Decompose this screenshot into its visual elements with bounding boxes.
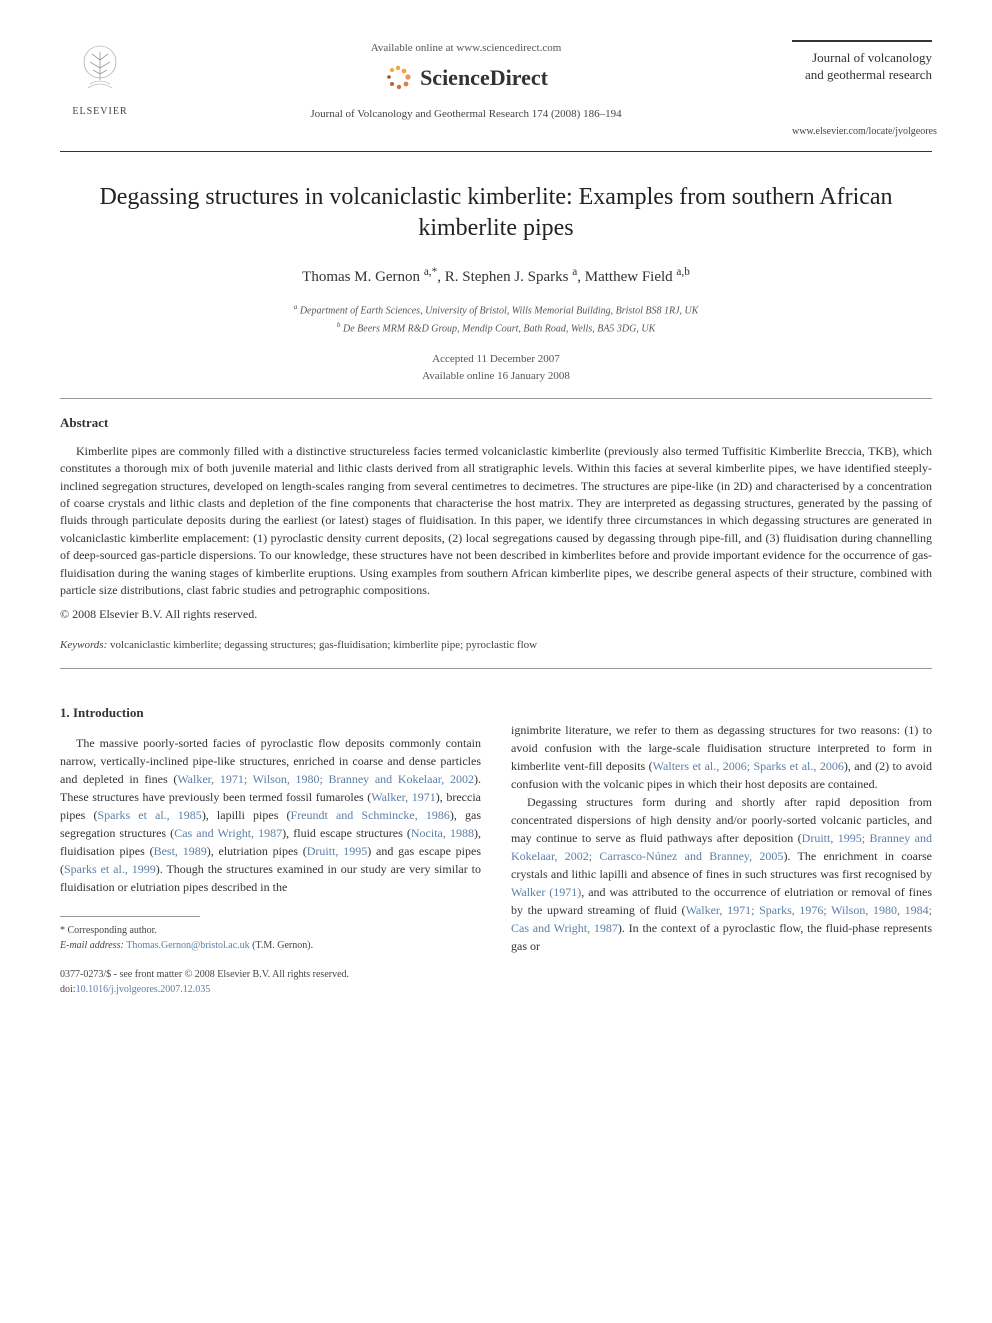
keywords-line: Keywords: volcaniclastic kimberlite; deg…: [60, 637, 932, 654]
left-column: 1. Introduction The massive poorly-sorte…: [60, 679, 481, 998]
journal-info-box: Journal of volcanology and geothermal re…: [792, 40, 932, 139]
sciencedirect-label: ScienceDirect: [420, 61, 548, 94]
online-date: Available online 16 January 2008: [422, 370, 570, 382]
author-2: , R. Stephen J. Sparks: [437, 269, 572, 285]
sciencedirect-swirl-icon: [384, 62, 414, 92]
doi-label: doi:: [60, 984, 76, 995]
elsevier-tree-icon: [70, 40, 130, 100]
citation-link[interactable]: Walker (1971): [511, 885, 581, 899]
front-matter-line: 0377-0273/$ - see front matter © 2008 El…: [60, 969, 349, 980]
text: ), elutriation pipes (: [207, 844, 307, 858]
citation-link[interactable]: Best, 1989: [154, 844, 207, 858]
affiliation-a: Department of Earth Sciences, University…: [300, 305, 699, 316]
doi-block: 0377-0273/$ - see front matter © 2008 El…: [60, 967, 481, 997]
sciencedirect-logo: ScienceDirect: [140, 61, 792, 94]
divider: [60, 668, 932, 669]
citation-link[interactable]: Sparks et al., 1985: [97, 808, 201, 822]
footnote-divider: [60, 916, 200, 917]
citation-link[interactable]: Cas and Wright, 1987: [174, 826, 282, 840]
text: ), lapilli pipes (: [202, 808, 291, 822]
affiliations: a Department of Earth Sciences, Universi…: [60, 301, 932, 338]
intro-para-1: The massive poorly-sorted facies of pyro…: [60, 734, 481, 896]
author-3: , Matthew Field: [577, 269, 676, 285]
abstract-body: Kimberlite pipes are commonly filled wit…: [60, 443, 932, 600]
journal-citation: Journal of Volcanology and Geothermal Re…: [140, 106, 792, 123]
body-columns: 1. Introduction The massive poorly-sorte…: [60, 679, 932, 998]
available-online-text: Available online at www.sciencedirect.co…: [140, 40, 792, 57]
section-1-heading: 1. Introduction: [60, 703, 481, 723]
email-link[interactable]: Thomas.Gernon@bristol.ac.uk: [126, 940, 249, 951]
copyright-line: © 2008 Elsevier B.V. All rights reserved…: [60, 605, 932, 623]
divider: [60, 398, 932, 399]
keywords-label: Keywords:: [60, 639, 107, 651]
journal-header: ELSEVIER Available online at www.science…: [60, 40, 932, 152]
doi-link[interactable]: 10.1016/j.jvolgeores.2007.12.035: [76, 984, 211, 995]
article-dates: Accepted 11 December 2007 Available onli…: [60, 351, 932, 384]
citation-link[interactable]: Druitt, 1995: [307, 844, 367, 858]
author-3-affil: a,b: [676, 266, 689, 278]
center-header: Available online at www.sciencedirect.co…: [140, 40, 792, 122]
intro-para-2: Degassing structures form during and sho…: [511, 793, 932, 955]
elsevier-logo: ELSEVIER: [60, 40, 140, 119]
accepted-date: Accepted 11 December 2007: [432, 353, 560, 365]
author-1-affil: a,: [424, 266, 432, 278]
elsevier-label: ELSEVIER: [72, 104, 127, 119]
citation-link[interactable]: Freundt and Schmincke, 1986: [291, 808, 450, 822]
article-title: Degassing structures in volcaniclastic k…: [60, 182, 932, 244]
email-label: E-mail address:: [60, 940, 126, 951]
keywords-text: volcaniclastic kimberlite; degassing str…: [107, 639, 537, 651]
citation-link[interactable]: Walters et al., 2006; Sparks et al., 200…: [653, 759, 844, 773]
journal-url: www.elsevier.com/locate/jvolgeores: [792, 124, 932, 139]
right-column: ignimbrite literature, we refer to them …: [511, 679, 932, 998]
authors-line: Thomas M. Gernon a,*, R. Stephen J. Spar…: [60, 264, 932, 289]
corresponding-author: * Corresponding author.: [60, 925, 157, 936]
abstract-heading: Abstract: [60, 413, 932, 433]
citation-link[interactable]: Nocita, 1988: [411, 826, 474, 840]
footnote-block: * Corresponding author. E-mail address: …: [60, 923, 481, 953]
citation-link[interactable]: Walker, 1971: [371, 790, 435, 804]
citation-link[interactable]: Walker, 1971; Wilson, 1980; Branney and …: [177, 772, 474, 786]
journal-name: Journal of volcanology and geothermal re…: [792, 40, 932, 84]
text: ), fluid escape structures (: [282, 826, 411, 840]
affiliation-b: De Beers MRM R&D Group, Mendip Court, Ba…: [343, 323, 655, 334]
author-1: Thomas M. Gernon: [302, 269, 424, 285]
intro-para-1-cont: ignimbrite literature, we refer to them …: [511, 721, 932, 793]
citation-link[interactable]: Sparks et al., 1999: [64, 862, 156, 876]
email-after: (T.M. Gernon).: [250, 940, 313, 951]
